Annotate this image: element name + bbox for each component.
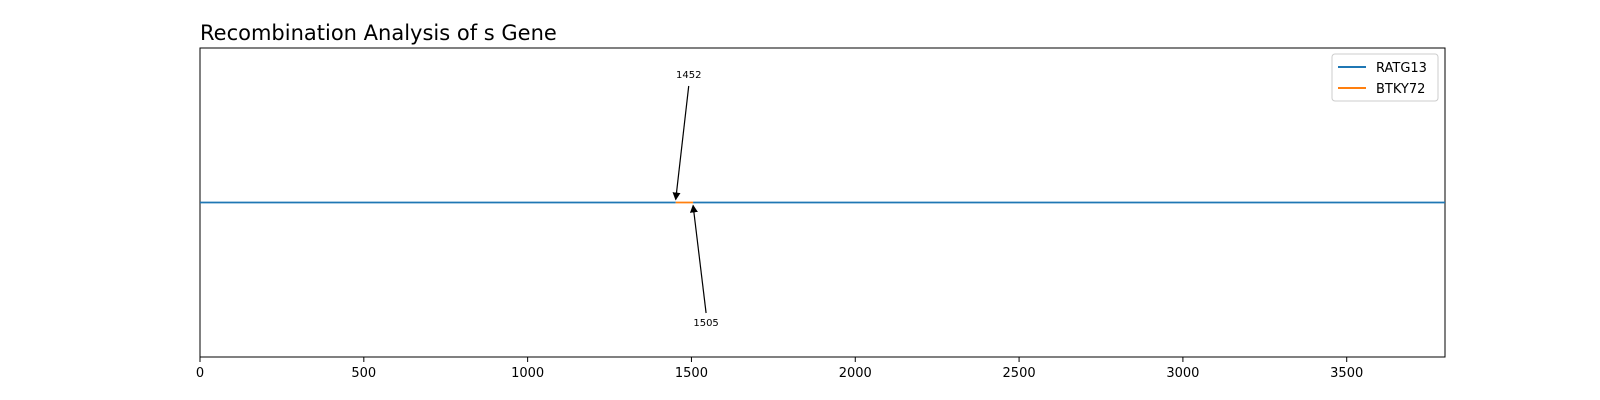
chart-title: Recombination Analysis of s Gene xyxy=(200,21,557,45)
x-tick-label: 1500 xyxy=(675,366,708,381)
legend-box xyxy=(1331,53,1439,102)
x-tick-label: 3500 xyxy=(1330,366,1363,381)
x-tick-label: 500 xyxy=(351,366,376,381)
legend: RATG13 BTKY72 xyxy=(1331,53,1439,102)
x-tick-label: 2000 xyxy=(839,366,872,381)
legend-label-btky72: BTKY72 xyxy=(1376,82,1425,97)
x-tick-label: 2500 xyxy=(1003,366,1036,381)
annotation-arrow-1505 xyxy=(689,204,707,314)
annotation-layer: 1452 1505 xyxy=(672,70,719,329)
x-axis: 0 500 1000 1500 2000 2500 3000 3500 xyxy=(196,357,1363,381)
annotation-arrow-1452 xyxy=(672,85,690,201)
legend-label-ratg13: RATG13 xyxy=(1376,61,1427,76)
annotation-label-1452: 1452 xyxy=(676,70,701,81)
x-tick-label: 0 xyxy=(196,366,204,381)
x-tick-label: 3000 xyxy=(1166,366,1199,381)
annotation-label-1505: 1505 xyxy=(693,318,718,329)
x-tick-label: 1000 xyxy=(511,366,544,381)
